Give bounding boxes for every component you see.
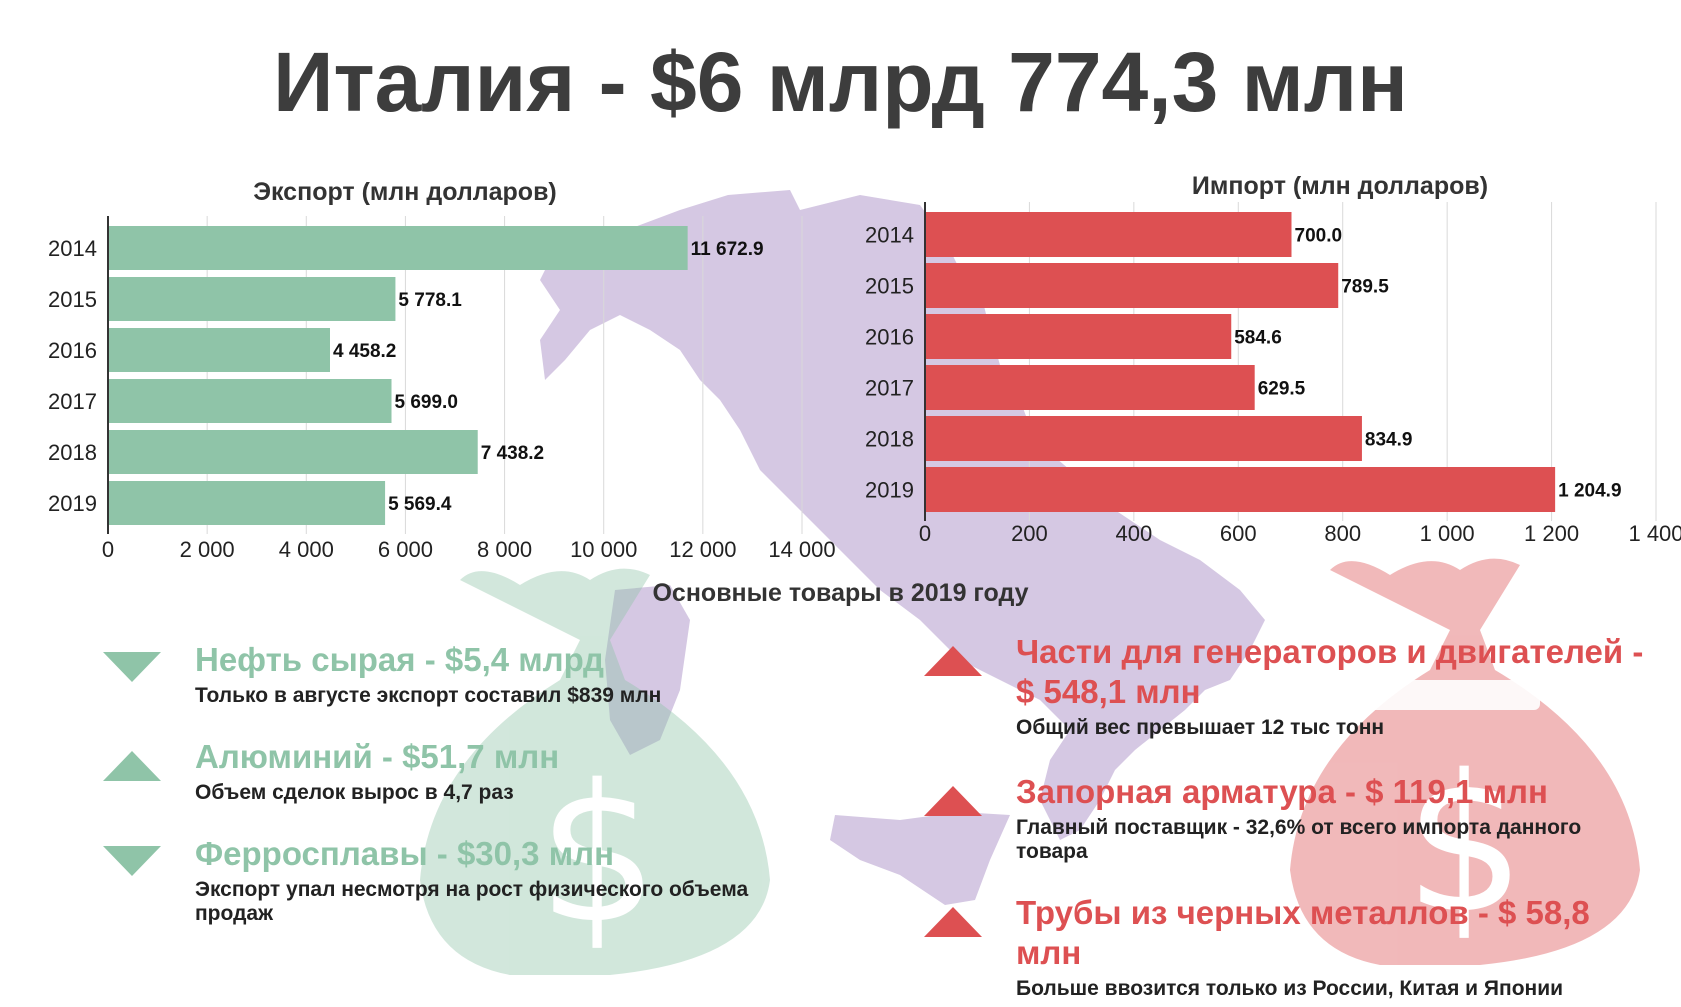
y-tick-label: 2017 [865,376,914,401]
import-good-item: Запорная арматура - $ 119,1 млн Главный п… [1016,772,1656,864]
data-label: 5 699.0 [395,392,458,413]
good-heading: Части для генераторов и двигателей - $ 5… [1016,633,1644,710]
chart-title: Экспорт (млн долларов) [253,178,557,206]
page-title: Италия - $6 млрд 774,3 млн [273,35,1408,129]
x-tick-label: 400 [1115,521,1152,546]
x-tick-label: 10 000 [570,537,637,562]
data-label: 789.5 [1341,277,1389,298]
money-bag-icon: $ [420,568,770,975]
data-label: 629.5 [1258,379,1306,400]
bar [926,365,1255,410]
y-tick-label: 2018 [865,427,914,452]
bar [109,277,396,321]
good-description: Экспорт упал несмотря на рост физическог… [195,878,749,925]
data-label: 7 438.2 [481,443,544,464]
bar [109,328,330,372]
x-tick-label: 1 200 [1524,521,1579,546]
x-tick-label: 0 [919,521,931,546]
good-heading: Алюминий - $51,7 млн [195,738,560,775]
data-label: 5 778.1 [398,290,462,311]
data-label: 834.9 [1365,430,1413,451]
goods-section-title: Основные товары в 2019 году [652,579,1029,607]
bar [109,481,386,525]
bar [926,416,1362,461]
good-description: Только в августе экспорт составил $839 м… [195,684,662,707]
import-good-item: Части для генераторов и двигателей - $ 5… [1016,632,1656,740]
bar [926,212,1292,257]
y-tick-label: 2015 [865,274,914,299]
bar [109,379,392,423]
bar [926,314,1232,359]
data-label: 584.6 [1234,328,1282,349]
triangle-up-icon [924,646,982,676]
y-tick-label: 2019 [48,491,97,516]
data-label: 11 672.9 [691,239,764,260]
good-heading: Трубы из черных металлов - $ 58,8 млн [1016,894,1590,971]
triangle-up-icon [924,786,982,816]
bar [926,467,1556,512]
y-tick-label: 2014 [865,223,914,248]
svg-text:$: $ [1405,734,1526,955]
x-tick-label: 600 [1220,521,1257,546]
x-tick-label: 800 [1324,521,1361,546]
y-tick-label: 2014 [48,236,97,261]
bar [109,226,688,270]
good-description: Больше ввозится только из России, Китая … [1016,977,1564,1000]
triangle-up-icon [924,907,982,937]
good-heading: Запорная арматура - $ 119,1 млн [1016,773,1548,810]
triangle-up-icon [103,751,161,781]
good-description: Объем сделок вырос в 4,7 раз [195,781,514,804]
y-tick-label: 2019 [865,478,914,503]
y-tick-label: 2016 [865,325,914,350]
export-good-item: Нефть сырая - $5,4 млрд Только в августе … [195,640,795,708]
x-tick-label: 4 000 [279,537,334,562]
money-bag-icon: $ [1290,558,1640,965]
x-tick-label: 14 000 [768,537,835,562]
x-tick-label: 0 [102,537,114,562]
export-good-item: Ферросплавы - $30,3 млн Экспорт упал несм… [195,834,795,926]
export-good-item: Алюминий - $51,7 млн Объем сделок вырос в… [195,737,795,805]
data-label: 4 458.2 [333,341,396,362]
x-tick-label: 1 000 [1420,521,1475,546]
x-tick-label: 8 000 [477,537,532,562]
x-tick-label: 6 000 [378,537,433,562]
import-good-item: Трубы из черных металлов - $ 58,8 млн Бол… [1016,893,1656,1001]
x-tick-label: 1 400 [1628,521,1681,546]
good-description: Главный поставщик - 32,6% от всего импор… [1016,816,1582,863]
svg-text:$: $ [538,744,659,965]
y-tick-label: 2016 [48,338,97,363]
triangle-down-icon [103,846,161,876]
italy-map-silhouette [540,190,1265,905]
x-tick-label: 200 [1011,521,1048,546]
data-label: 700.0 [1295,226,1343,247]
bar [926,263,1339,308]
x-tick-label: 2 000 [180,537,235,562]
chart-title: Импорт (млн долларов) [1192,172,1488,200]
good-heading: Ферросплавы - $30,3 млн [195,835,615,872]
data-label: 1 204.9 [1558,481,1621,502]
y-tick-label: 2018 [48,440,97,465]
good-heading: Нефть сырая - $5,4 млрд [195,641,604,678]
data-label: 5 569.4 [388,494,452,515]
y-tick-label: 2017 [48,389,97,414]
x-tick-label: 12 000 [669,537,736,562]
y-tick-label: 2015 [48,287,97,312]
good-description: Общий вес превышает 12 тыс тонн [1016,716,1385,739]
triangle-down-icon [103,652,161,682]
bar [109,430,478,474]
